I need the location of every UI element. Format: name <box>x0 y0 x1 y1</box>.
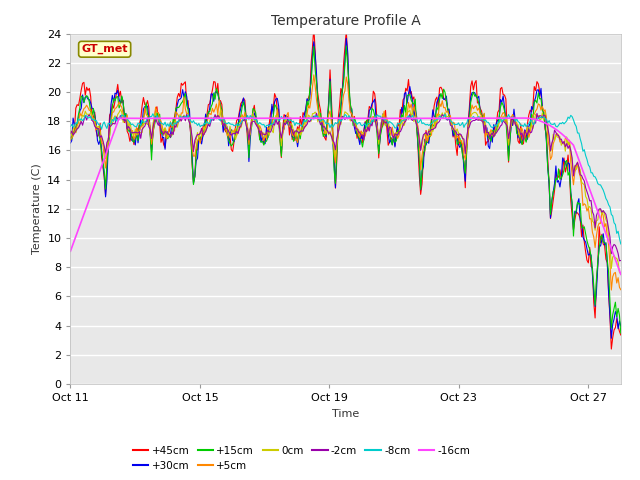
+15cm <box>342 43 350 49</box>
+45cm <box>67 137 74 143</box>
-16cm <box>250 115 258 121</box>
+45cm <box>232 125 239 131</box>
-16cm <box>453 115 461 121</box>
Line: 0cm: 0cm <box>70 109 621 274</box>
+5cm <box>607 287 615 293</box>
-8cm <box>233 121 241 127</box>
-16cm <box>232 115 239 121</box>
Line: +15cm: +15cm <box>70 46 621 333</box>
Line: -16cm: -16cm <box>70 118 621 275</box>
+5cm <box>250 114 258 120</box>
-8cm <box>252 116 259 121</box>
-16cm <box>521 115 529 121</box>
+30cm <box>607 336 615 341</box>
+45cm <box>250 102 258 108</box>
+30cm <box>67 140 74 146</box>
+15cm <box>250 107 258 113</box>
+5cm <box>67 136 74 142</box>
-2cm <box>67 131 74 136</box>
+45cm <box>617 332 625 338</box>
-2cm <box>374 129 381 134</box>
-16cm <box>617 272 625 277</box>
+5cm <box>374 125 381 131</box>
-16cm <box>67 249 74 254</box>
-2cm <box>617 258 625 264</box>
+5cm <box>617 287 625 293</box>
-8cm <box>454 120 462 126</box>
-16cm <box>470 115 477 121</box>
0cm <box>116 107 124 112</box>
+5cm <box>563 135 570 141</box>
-8cm <box>149 111 157 117</box>
+15cm <box>617 330 625 336</box>
0cm <box>617 271 625 277</box>
0cm <box>563 134 570 140</box>
0cm <box>67 128 74 134</box>
-8cm <box>563 118 570 124</box>
+30cm <box>454 142 462 147</box>
-2cm <box>563 141 570 146</box>
+5cm <box>454 133 462 139</box>
-8cm <box>67 124 74 130</box>
+45cm <box>374 127 381 132</box>
Line: +45cm: +45cm <box>70 27 621 349</box>
-2cm <box>471 118 479 123</box>
+5cm <box>471 104 479 109</box>
-2cm <box>313 110 321 116</box>
-8cm <box>374 112 381 118</box>
+15cm <box>471 93 479 99</box>
Legend: +45cm, +30cm, +15cm, +5cm, 0cm, -2cm, -8cm, -16cm: +45cm, +30cm, +15cm, +5cm, 0cm, -2cm, -8… <box>129 442 474 475</box>
+15cm <box>374 136 381 142</box>
+30cm <box>374 123 381 129</box>
0cm <box>454 131 462 136</box>
+30cm <box>342 36 350 41</box>
+5cm <box>310 72 317 78</box>
Line: -2cm: -2cm <box>70 113 621 261</box>
0cm <box>233 132 241 138</box>
+45cm <box>563 164 570 169</box>
+45cm <box>607 346 615 352</box>
Line: +30cm: +30cm <box>70 38 621 338</box>
Y-axis label: Temperature (C): Temperature (C) <box>31 163 42 254</box>
0cm <box>471 109 479 115</box>
Text: GT_met: GT_met <box>81 44 128 54</box>
+45cm <box>310 24 317 30</box>
+30cm <box>617 323 625 329</box>
-16cm <box>563 135 570 141</box>
0cm <box>252 120 259 125</box>
Title: Temperature Profile A: Temperature Profile A <box>271 14 420 28</box>
-2cm <box>616 258 623 264</box>
-2cm <box>454 132 462 138</box>
X-axis label: Time: Time <box>332 408 359 419</box>
-2cm <box>250 118 258 124</box>
-8cm <box>617 241 625 247</box>
+45cm <box>471 80 479 86</box>
-8cm <box>471 115 479 120</box>
+30cm <box>471 90 479 96</box>
+30cm <box>563 164 570 169</box>
0cm <box>374 127 381 133</box>
+5cm <box>232 125 239 131</box>
-2cm <box>232 131 239 137</box>
+45cm <box>454 130 462 136</box>
+15cm <box>232 129 239 134</box>
+15cm <box>67 134 74 140</box>
+15cm <box>563 157 570 163</box>
+30cm <box>250 110 258 116</box>
Line: -8cm: -8cm <box>70 114 621 244</box>
+30cm <box>232 127 239 132</box>
+15cm <box>454 140 462 146</box>
Line: +5cm: +5cm <box>70 75 621 290</box>
-16cm <box>372 116 380 121</box>
